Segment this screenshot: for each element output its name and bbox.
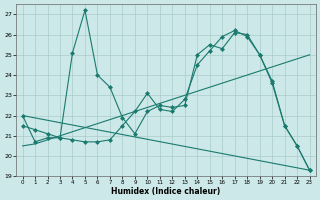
X-axis label: Humidex (Indice chaleur): Humidex (Indice chaleur) bbox=[111, 187, 221, 196]
